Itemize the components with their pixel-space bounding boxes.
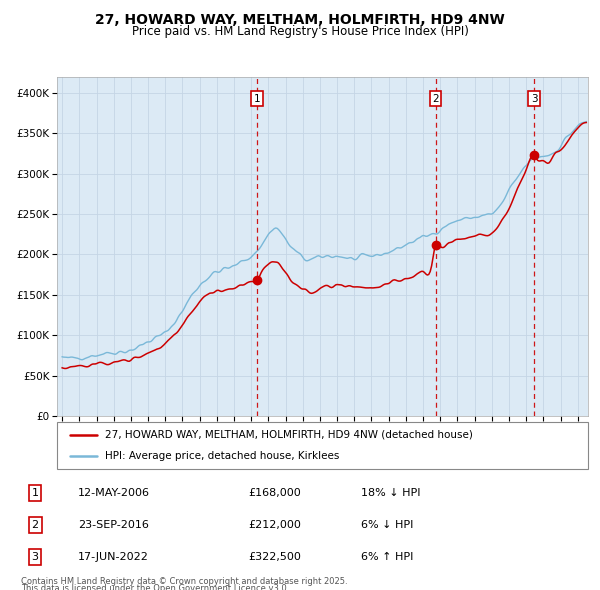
Text: 23-SEP-2016: 23-SEP-2016 xyxy=(78,520,149,530)
Text: 6% ↑ HPI: 6% ↑ HPI xyxy=(361,552,413,562)
Text: 27, HOWARD WAY, MELTHAM, HOLMFIRTH, HD9 4NW: 27, HOWARD WAY, MELTHAM, HOLMFIRTH, HD9 … xyxy=(95,13,505,27)
Text: 3: 3 xyxy=(531,94,538,104)
Text: £322,500: £322,500 xyxy=(248,552,301,562)
Text: This data is licensed under the Open Government Licence v3.0.: This data is licensed under the Open Gov… xyxy=(21,584,289,590)
Text: 2: 2 xyxy=(432,94,439,104)
Text: 12-MAY-2006: 12-MAY-2006 xyxy=(78,488,150,498)
Text: £168,000: £168,000 xyxy=(248,488,301,498)
FancyBboxPatch shape xyxy=(57,422,588,469)
Text: 1: 1 xyxy=(254,94,260,104)
Text: 27, HOWARD WAY, MELTHAM, HOLMFIRTH, HD9 4NW (detached house): 27, HOWARD WAY, MELTHAM, HOLMFIRTH, HD9 … xyxy=(105,430,473,440)
Text: Price paid vs. HM Land Registry's House Price Index (HPI): Price paid vs. HM Land Registry's House … xyxy=(131,25,469,38)
Text: 3: 3 xyxy=(32,552,38,562)
Text: 1: 1 xyxy=(32,488,38,498)
Text: HPI: Average price, detached house, Kirklees: HPI: Average price, detached house, Kirk… xyxy=(105,451,339,461)
Text: 18% ↓ HPI: 18% ↓ HPI xyxy=(361,488,421,498)
Text: £212,000: £212,000 xyxy=(248,520,301,530)
Text: 6% ↓ HPI: 6% ↓ HPI xyxy=(361,520,413,530)
Text: 17-JUN-2022: 17-JUN-2022 xyxy=(78,552,149,562)
Text: Contains HM Land Registry data © Crown copyright and database right 2025.: Contains HM Land Registry data © Crown c… xyxy=(21,577,347,586)
Text: 2: 2 xyxy=(32,520,39,530)
